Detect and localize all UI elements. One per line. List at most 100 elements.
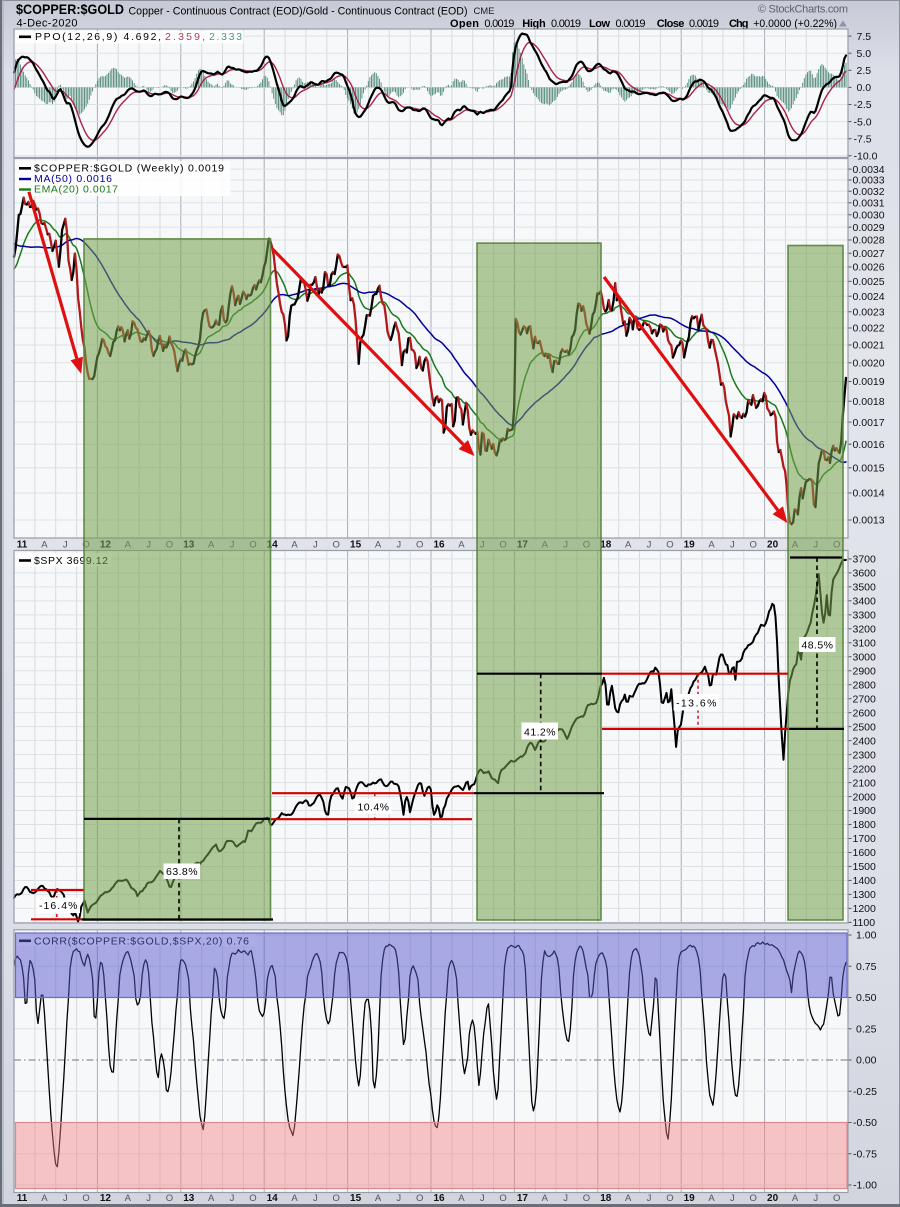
svg-text:O: O [666,1193,673,1204]
svg-text:2100: 2100 [853,777,877,789]
svg-text:14: 14 [267,1193,279,1204]
svg-text:EMA(20) 0.0017: EMA(20) 0.0017 [34,184,118,196]
svg-text:0.0017: 0.0017 [853,417,885,429]
svg-text:0.0022: 0.0022 [853,323,885,335]
svg-text:0.0013: 0.0013 [853,515,885,527]
svg-text:2200: 2200 [853,763,877,775]
svg-text:A: A [708,1193,715,1204]
svg-text:0.50: 0.50 [856,992,877,1004]
svg-text:O: O [750,1193,757,1204]
svg-text:1300: 1300 [853,889,877,901]
svg-text:Copper - Continuous Contract (: Copper - Continuous Contract (EOD)/Gold … [129,6,468,18]
svg-text:0.0019: 0.0019 [484,18,514,30]
svg-text:15: 15 [350,1193,362,1204]
svg-text:0.0019: 0.0019 [616,18,646,30]
svg-text:3100: 3100 [853,637,877,649]
svg-text:0.0025: 0.0025 [853,276,885,288]
svg-text:O: O [416,540,423,551]
svg-text:0.0029: 0.0029 [853,222,885,234]
svg-text:0.0027: 0.0027 [853,248,885,260]
svg-text:13: 13 [183,1193,195,1204]
svg-text:0.0019: 0.0019 [853,376,885,388]
svg-text:A: A [291,1193,298,1204]
svg-text:16: 16 [433,1193,445,1204]
svg-text:19: 19 [684,1193,696,1204]
svg-text:© StockCharts.com: © StockCharts.com [758,4,848,16]
svg-text:1200: 1200 [853,903,877,915]
svg-text:14: 14 [267,540,279,551]
svg-text:18: 18 [600,1193,612,1204]
svg-text:0.0014: 0.0014 [853,488,885,500]
svg-text:O: O [333,540,340,551]
svg-text:3700: 3700 [853,554,877,566]
svg-text:A: A [208,1193,215,1204]
svg-text:0.0030: 0.0030 [853,209,885,221]
svg-text:2900: 2900 [853,665,877,677]
svg-text:J: J [396,1193,401,1204]
svg-text:A: A [542,1193,549,1204]
svg-text:A: A [792,1193,799,1204]
svg-text:$COPPER:$GOLD: $COPPER:$GOLD [16,1,124,17]
svg-text:O: O [833,1193,840,1204]
svg-text:-16.4%: -16.4% [39,900,77,912]
svg-text:0.0019: 0.0019 [689,18,719,30]
svg-text:J: J [146,1193,151,1204]
svg-text:3300: 3300 [853,610,877,622]
svg-text:20: 20 [767,540,779,551]
svg-text:41.2%: 41.2% [524,727,556,739]
svg-text:O: O [166,1193,173,1204]
svg-text:MA(50) 0.0016: MA(50) 0.0016 [34,173,112,185]
svg-text:A: A [458,1193,465,1204]
svg-text:1500: 1500 [853,861,877,873]
svg-text:18: 18 [600,540,612,551]
svg-text:O: O [82,1193,89,1204]
svg-text:2000: 2000 [853,791,877,803]
svg-text:11: 11 [17,540,28,551]
svg-text:A: A [41,540,48,551]
svg-text:0.0028: 0.0028 [853,235,885,247]
svg-text:-0.75: -0.75 [853,1148,877,1160]
svg-text:0.0026: 0.0026 [853,262,885,274]
svg-text:-7.5: -7.5 [854,133,872,145]
svg-text:0.0016: 0.0016 [853,439,885,451]
svg-text:3400: 3400 [853,596,877,608]
svg-text:2500: 2500 [853,721,877,733]
svg-text:Open: Open [450,18,479,30]
svg-text:0.0021: 0.0021 [853,340,885,352]
svg-text:1400: 1400 [853,875,877,887]
svg-text:1.00: 1.00 [856,930,877,942]
svg-text:J: J [813,1193,818,1204]
svg-text:Low: Low [589,18,610,30]
svg-text:J: J [396,540,401,551]
svg-text:0.0018: 0.0018 [853,396,885,408]
svg-text:1800: 1800 [853,819,877,831]
svg-text:J: J [313,1193,318,1204]
svg-text:-0.25: -0.25 [853,1086,877,1098]
svg-text:J: J [647,1193,652,1204]
svg-text:-0.50: -0.50 [853,1117,877,1129]
svg-text:0.00: 0.00 [856,1055,877,1067]
svg-text:-5.0: -5.0 [854,116,872,128]
svg-text:A: A [41,1193,48,1204]
svg-text:J: J [730,1193,735,1204]
svg-text:3500: 3500 [853,582,877,594]
svg-text:Chg: Chg [729,18,749,30]
svg-text:A: A [125,1193,132,1204]
svg-text:0.0024: 0.0024 [853,291,885,303]
svg-text:A: A [625,1193,632,1204]
svg-text:A: A [708,540,715,551]
svg-text:0.0034: 0.0034 [853,164,885,176]
svg-text:J: J [647,540,652,551]
svg-text:1600: 1600 [853,847,877,859]
svg-text:3000: 3000 [853,651,877,663]
svg-text:16: 16 [433,540,445,551]
svg-text:O: O [666,540,673,551]
svg-text:4-Dec-2020: 4-Dec-2020 [17,18,78,30]
svg-text:48.5%: 48.5% [801,640,833,652]
svg-text:3200: 3200 [853,624,877,636]
svg-text:O: O [499,1193,506,1204]
svg-text:7.5: 7.5 [857,31,872,43]
svg-text:A: A [458,540,465,551]
svg-text:-13.6%: -13.6% [676,698,717,710]
svg-text:0.0015: 0.0015 [853,462,885,474]
